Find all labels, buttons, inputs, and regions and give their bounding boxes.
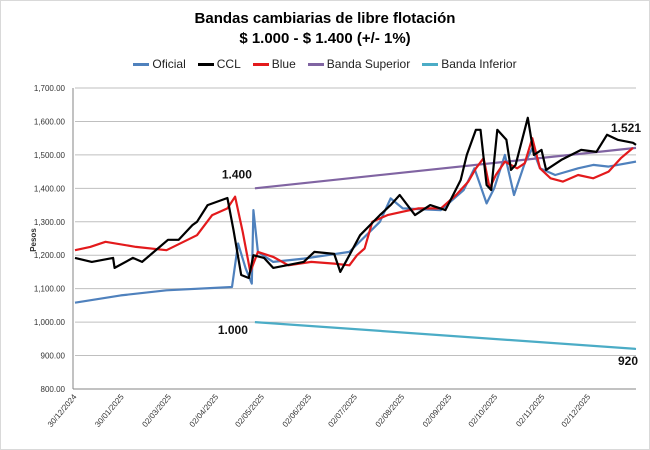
y-tick-label: 1,200.00 <box>34 251 66 260</box>
x-tick-label: 02/08/2025 <box>374 392 407 429</box>
y-tick-label: 800.00 <box>41 385 66 394</box>
legend-swatch <box>307 62 324 66</box>
y-tick-label: 1,300.00 <box>34 218 66 227</box>
x-tick-label: 02/11/2025 <box>514 392 547 428</box>
series-line-ccl <box>74 116 637 280</box>
legend-item: Blue <box>252 57 296 71</box>
x-tick-label: 02/07/2025 <box>326 392 359 429</box>
annotation-label: 1.000 <box>218 323 248 337</box>
x-tick-label: 02/10/2025 <box>467 392 500 429</box>
legend-label: Banda Inferior <box>441 57 517 71</box>
x-tick-label: 02/05/2025 <box>233 392 266 429</box>
legend-item: Oficial <box>133 57 186 71</box>
legend-label: Banda Superior <box>326 57 411 71</box>
legend-swatch <box>252 62 269 66</box>
x-tick-label: 30/12/2024 <box>46 392 79 429</box>
y-tick-label: 1,400.00 <box>34 184 66 193</box>
legend-label: Blue <box>271 57 296 71</box>
series-line-oficial <box>74 147 637 304</box>
x-tick-label: 02/03/2025 <box>140 392 173 429</box>
y-tick-label: 900.00 <box>41 352 66 361</box>
legend: Oficial CCL Blue Banda Superior Banda Inferi… <box>0 57 650 71</box>
y-tick-label: 1,000.00 <box>34 318 66 327</box>
legend-swatch <box>133 62 150 66</box>
chart-title: Bandas cambiarias de libre flotación <box>194 10 456 27</box>
legend-swatch <box>422 62 439 66</box>
legend-item: Banda Inferior <box>422 57 517 71</box>
y-tick-label: 1,500.00 <box>34 151 66 160</box>
series-line-blue <box>74 137 634 273</box>
chart-subtitle: $ 1.000 - $ 1.400 (+/- 1%) <box>239 30 411 47</box>
annotation-label: 1.400 <box>222 167 252 181</box>
y-tick-label: 1,100.00 <box>34 285 66 294</box>
x-tick-label: 02/12/2025 <box>560 392 593 429</box>
y-tick-label: 1,600.00 <box>34 117 66 126</box>
legend-item: Banda Superior <box>307 57 411 71</box>
legend-label: Oficial <box>152 57 186 71</box>
legend-swatch <box>197 62 214 66</box>
annotation-label: 1.521 <box>611 121 641 135</box>
x-tick-label: 30/01/2025 <box>93 392 126 429</box>
legend-label: CCL <box>216 57 241 71</box>
series-line-banda-inferior <box>254 321 637 350</box>
legend-item: CCL <box>197 57 241 71</box>
x-tick-label: 02/09/2025 <box>421 392 454 429</box>
x-tick-label: 02/04/2025 <box>188 392 221 429</box>
annotation-label: 920 <box>618 354 638 368</box>
y-tick-label: 1,700.00 <box>34 84 66 93</box>
x-tick-label: 02/06/2025 <box>281 392 314 429</box>
y-axis-label: Pesos <box>29 228 38 252</box>
